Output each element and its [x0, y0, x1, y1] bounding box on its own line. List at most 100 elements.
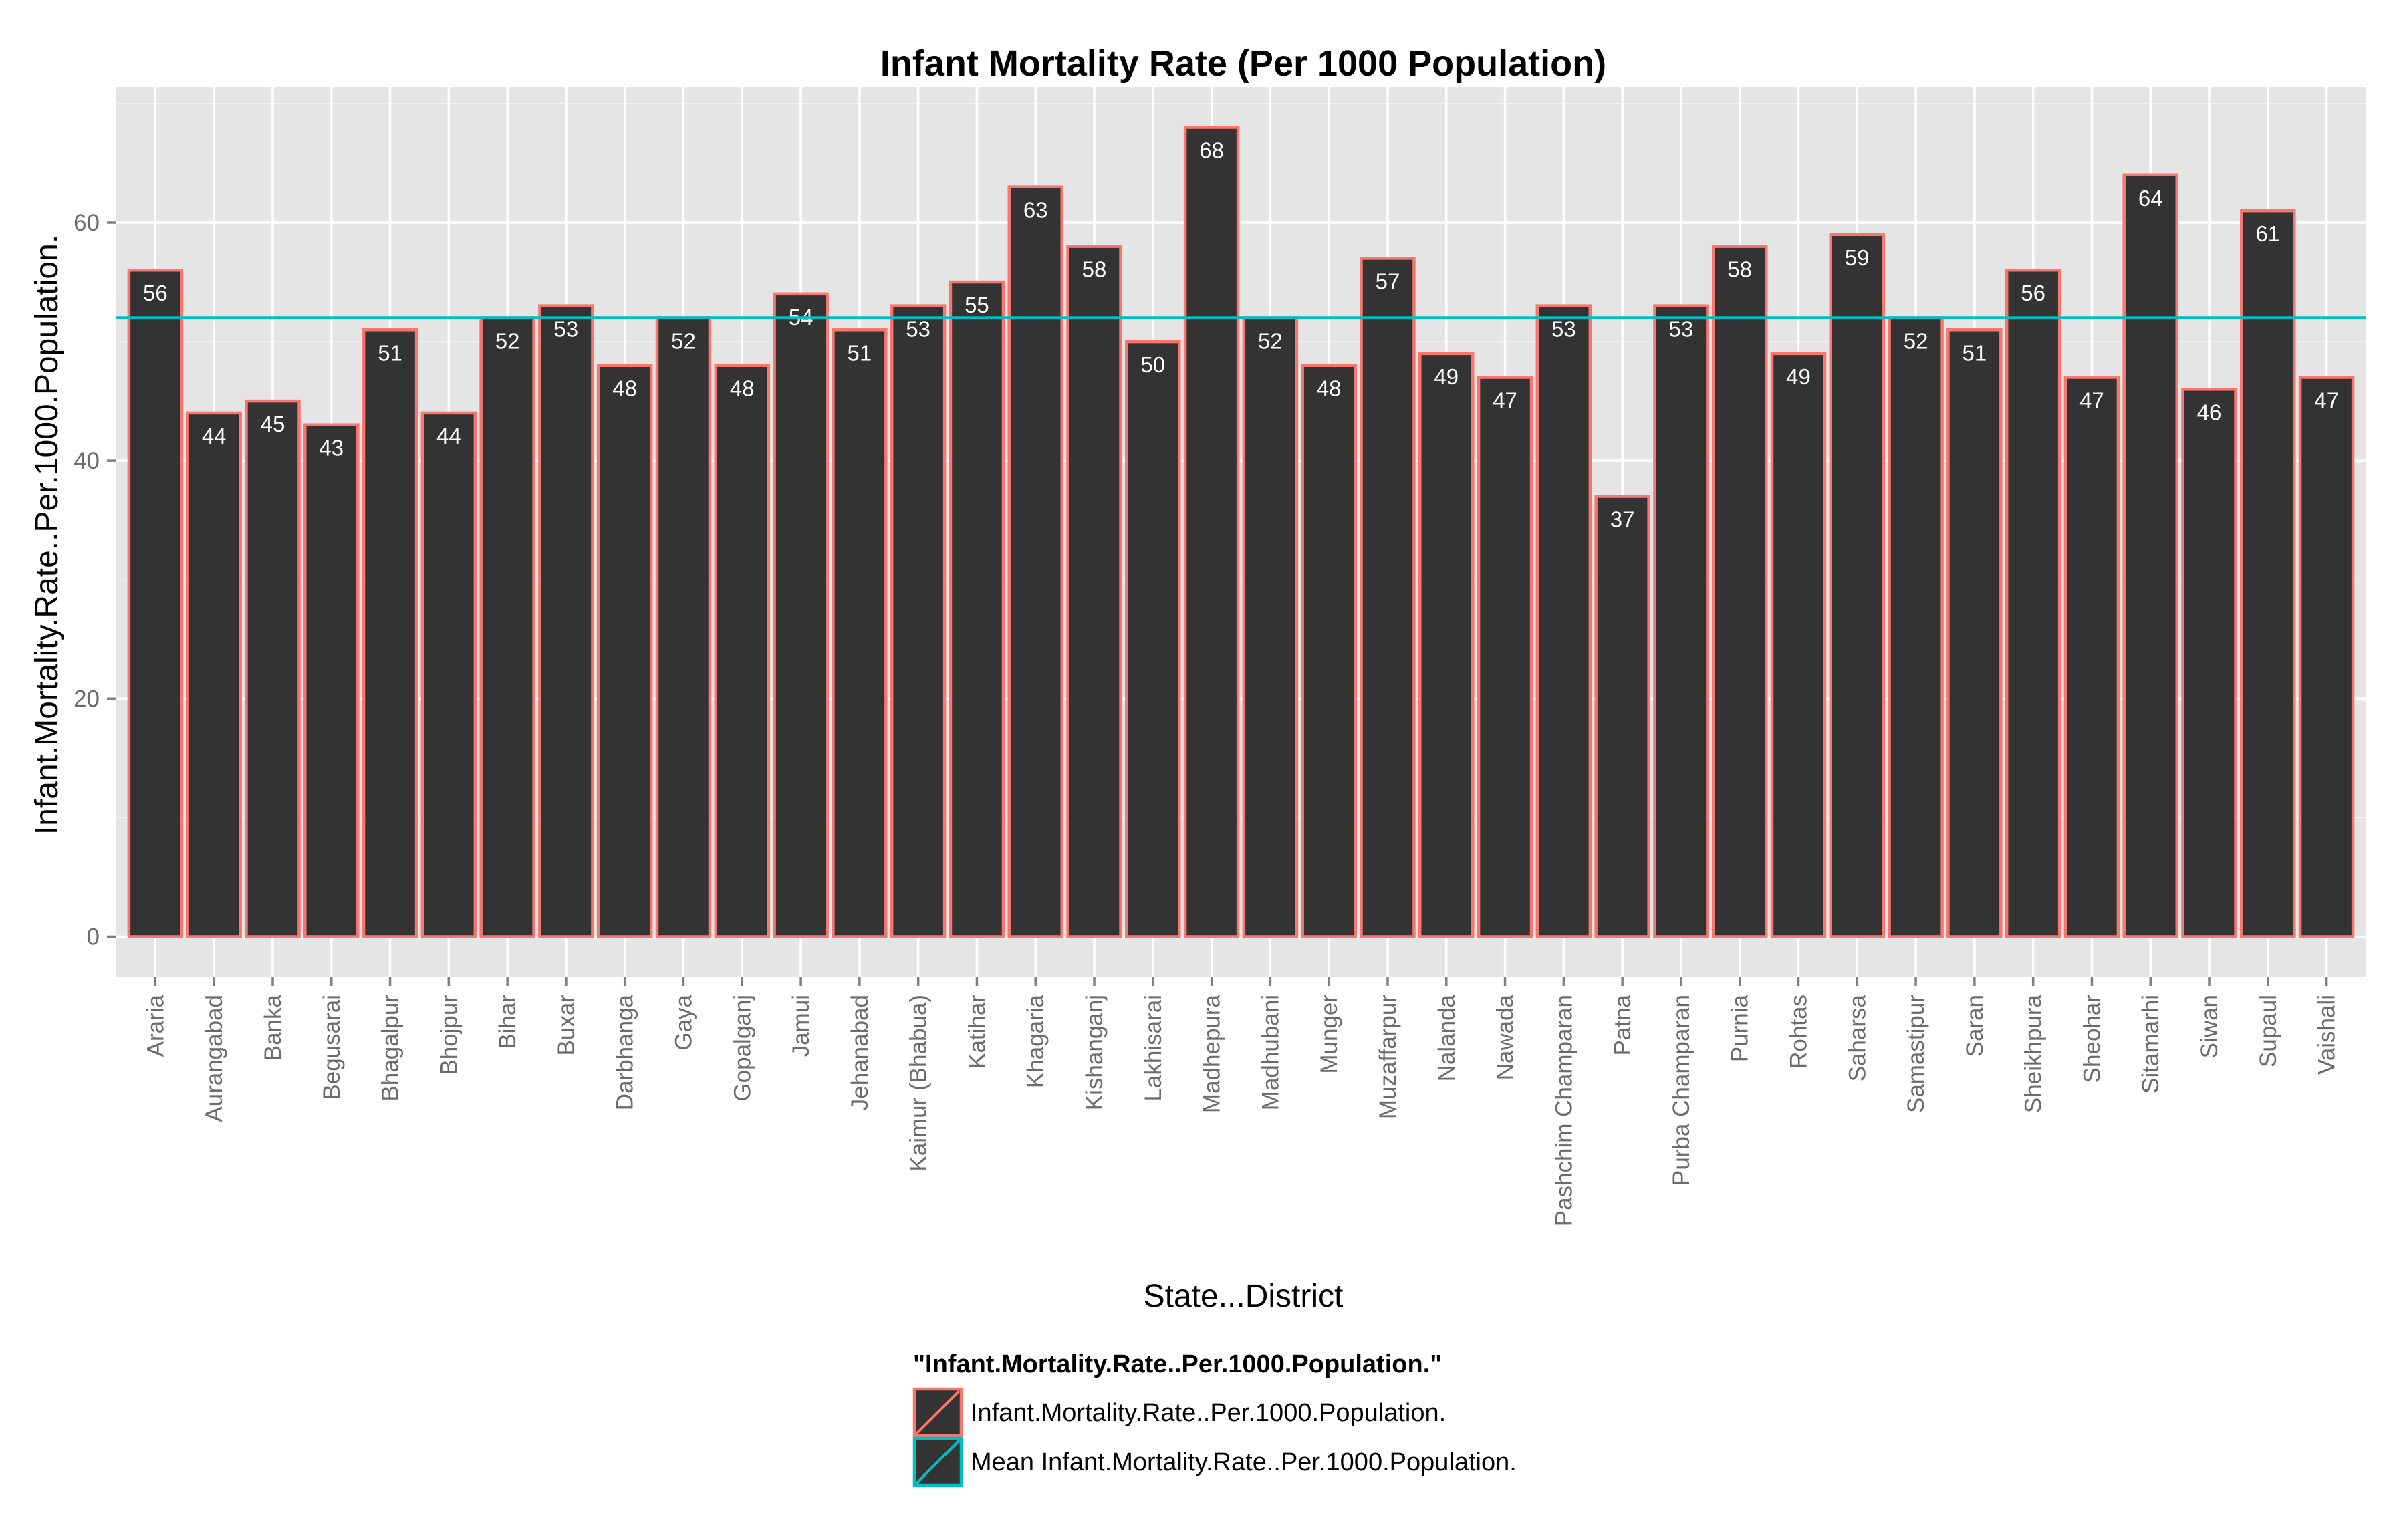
x-tick-label: Sheikhpura: [2021, 994, 2047, 1113]
legend-item-bars: Infant.Mortality.Rate..Per.1000.Populati…: [912, 1387, 1446, 1438]
data-label: 47: [2079, 388, 2104, 413]
data-label: 56: [143, 281, 168, 305]
x-tick-label: Gopalganj: [729, 995, 755, 1102]
bar: [1418, 352, 1475, 938]
bar: [420, 411, 477, 938]
legend-slash-mean: [915, 1439, 961, 1485]
y-tick-label: 0: [87, 924, 100, 950]
bar: [362, 328, 418, 938]
bar: [1007, 185, 1063, 938]
data-label: 44: [436, 424, 461, 448]
bar: [1770, 352, 1827, 938]
x-tick-label: Bihar: [495, 995, 521, 1049]
data-label: 58: [1727, 257, 1752, 282]
x-tick-label: Kishanganj: [1082, 995, 1108, 1110]
data-label: 58: [1082, 257, 1107, 282]
x-tick-label: Bhagalpur: [378, 995, 404, 1102]
data-label: 49: [1434, 364, 1459, 389]
data-label: 48: [730, 376, 755, 401]
bar: [1125, 340, 1181, 938]
x-tick-label: Madhubani: [1257, 995, 1283, 1110]
x-tick-label: Rohtas: [1786, 995, 1812, 1069]
bar: [303, 423, 360, 938]
x-tick-label: Saran: [1962, 995, 1988, 1057]
x-tick-label: Jehanabad: [847, 995, 873, 1110]
data-label: 48: [1317, 376, 1342, 401]
x-tick-label: Munger: [1316, 995, 1342, 1074]
y-tick-label: 20: [74, 686, 100, 712]
x-tick-label: Nawada: [1493, 994, 1519, 1080]
x-tick-label: Buxar: [553, 995, 580, 1056]
x-tick-label: Lakhisarai: [1140, 995, 1166, 1102]
legend-item-mean: Mean Infant.Mortality.Rate..Per.1000.Pop…: [912, 1436, 1517, 1487]
data-label: 52: [1904, 328, 1928, 353]
data-label: 50: [1140, 352, 1165, 377]
data-label: 47: [2314, 388, 2339, 413]
bar: [2122, 173, 2178, 938]
data-label: 43: [319, 436, 344, 461]
x-axis: Araria Aurangabad Banka Begusarai Bhagalpur B…: [142, 977, 2340, 1226]
y-tick-label: 60: [74, 210, 100, 236]
bar: [1653, 304, 1709, 938]
bar: [596, 364, 653, 938]
data-label: 57: [1376, 269, 1400, 293]
data-label: 63: [1023, 198, 1048, 223]
data-label: 51: [848, 340, 872, 365]
bar: [2063, 376, 2120, 938]
bar: [538, 304, 594, 938]
chart-title: Infant Mortality Rate (Per 1000 Populati…: [880, 43, 1606, 84]
data-label: 48: [612, 376, 637, 401]
x-tick-label: Bhojpur: [436, 995, 462, 1075]
bar: [714, 364, 771, 938]
bar: [773, 292, 829, 938]
bar: [890, 304, 947, 938]
data-label: 47: [1493, 388, 1517, 413]
x-tick-label: Madhepura: [1199, 994, 1225, 1113]
x-tick-label: Sitamarhi: [2138, 995, 2164, 1094]
x-tick-label: Katihar: [964, 995, 990, 1069]
x-tick-label: Araria: [142, 994, 168, 1057]
data-label: 49: [1786, 364, 1811, 389]
x-tick-label: Saharsa: [1844, 994, 1870, 1081]
bar: [245, 399, 301, 938]
bar: [1594, 495, 1650, 938]
x-tick-label: Purba Champaran: [1668, 995, 1694, 1186]
bar: [2240, 209, 2296, 938]
x-tick-label: Banka: [260, 994, 286, 1061]
bar: [1066, 245, 1122, 938]
x-tick-label: Purnia: [1727, 994, 1753, 1062]
data-label: 53: [1551, 317, 1576, 342]
x-tick-label: Begusarai: [319, 995, 345, 1100]
bars-group: [127, 126, 2355, 938]
legend-slash-bars: [915, 1390, 961, 1435]
data-label: 53: [1669, 317, 1694, 342]
legend-label-mean: Mean Infant.Mortality.Rate..Per.1000.Pop…: [971, 1448, 1517, 1477]
x-tick-label: Muzaffarpur: [1375, 995, 1401, 1119]
data-label: 45: [261, 412, 285, 436]
y-tick-label: 40: [74, 448, 100, 474]
data-label: 53: [906, 317, 930, 342]
bar: [655, 316, 712, 938]
x-tick-label: Supaul: [2255, 995, 2281, 1067]
bar: [479, 316, 535, 938]
y-axis: 0 20 40 60: [74, 210, 116, 950]
x-tick-label: Aurangabad: [201, 995, 227, 1122]
x-tick-label: Kaimur (Bhabua): [906, 995, 932, 1172]
bar: [186, 411, 242, 938]
legend-label-bars: Infant.Mortality.Rate..Per.1000.Populati…: [971, 1399, 1446, 1427]
data-label: 61: [2255, 221, 2280, 246]
bar: [127, 268, 184, 938]
bar: [1829, 233, 1886, 938]
x-tick-label: Jamui: [788, 995, 814, 1057]
data-label: 52: [495, 328, 520, 353]
bar: [2005, 268, 2061, 938]
x-tick-label: Darbhanga: [612, 994, 638, 1110]
data-label: 59: [1845, 245, 1870, 270]
data-label: 46: [2197, 400, 2222, 424]
data-label: 64: [2138, 186, 2163, 211]
bar: [1301, 364, 1357, 938]
data-label: 53: [554, 317, 579, 342]
bar: [2298, 376, 2355, 938]
x-tick-label: Gaya: [671, 994, 697, 1050]
